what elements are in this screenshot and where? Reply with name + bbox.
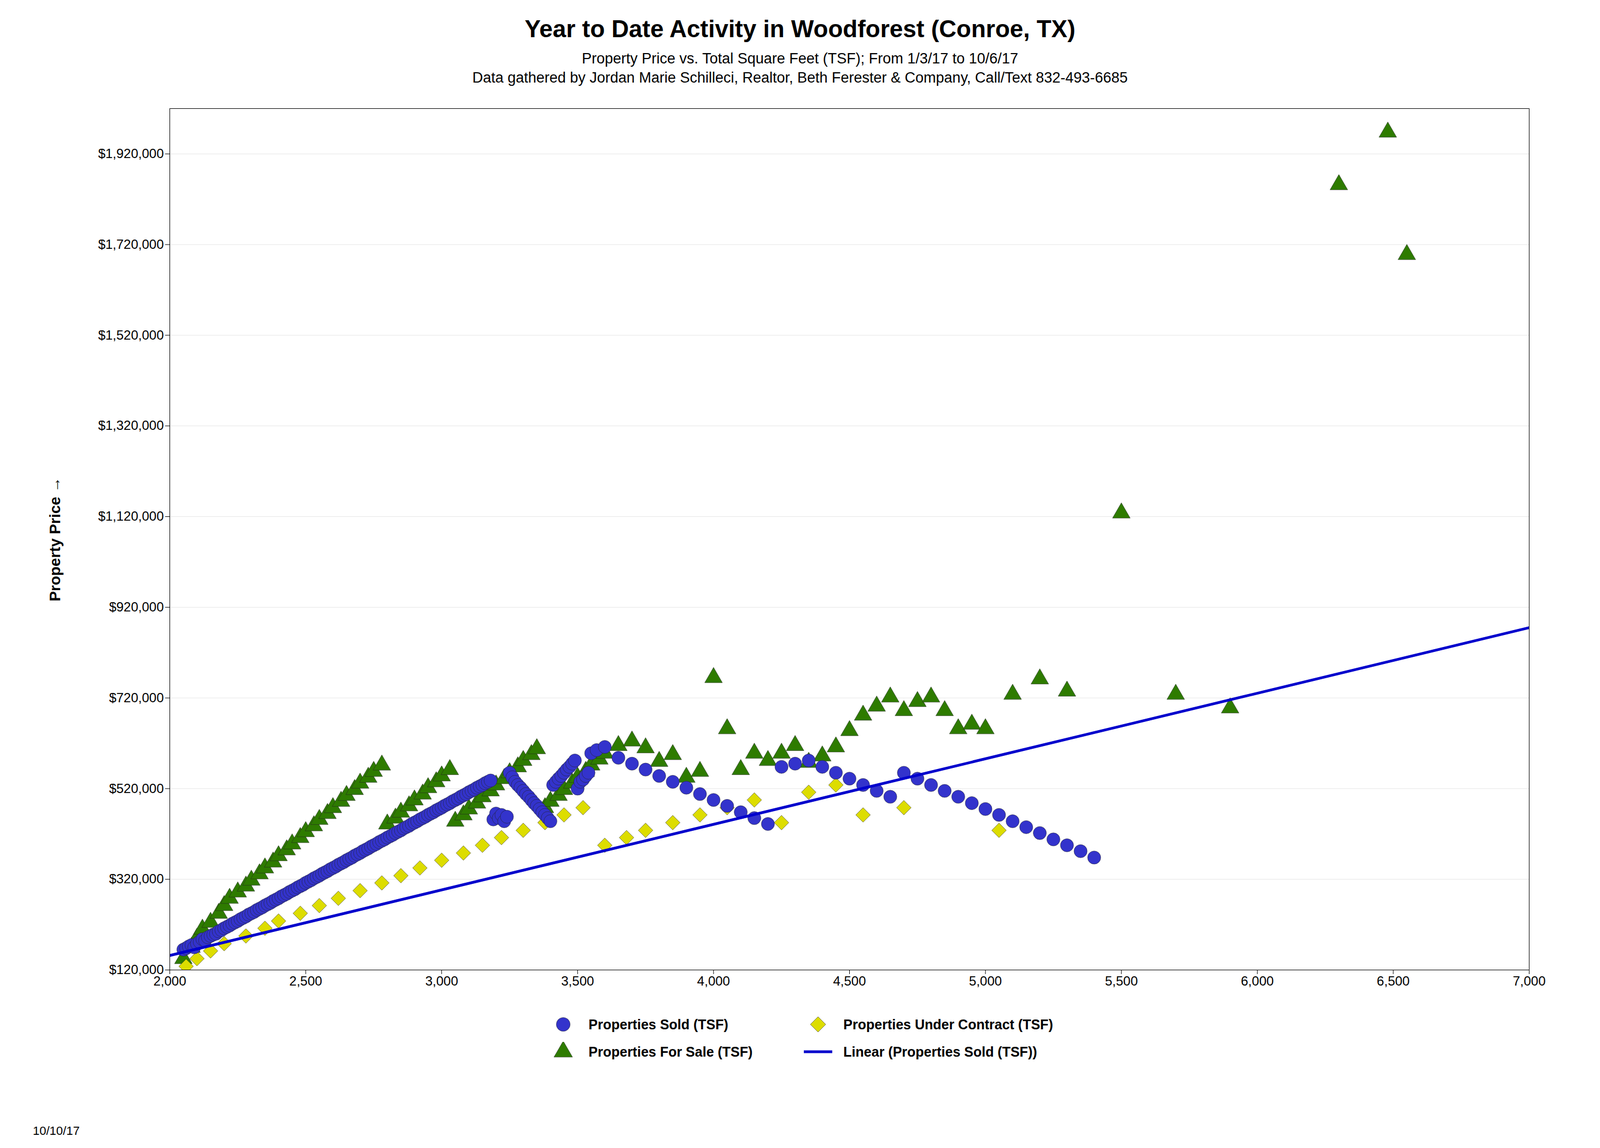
svg-text:5,000: 5,000 (968, 973, 1002, 989)
html-text:Properties For Sale (TSF): Properties For Sale (TSF) (588, 1043, 753, 1059)
html-text:Linear (Properties Sold (TSF)): Linear (Properties Sold (TSF)) (843, 1043, 1038, 1059)
svg-text:$1,920,000: $1,920,000 (97, 146, 164, 161)
html-text:10/10/17: 10/10/17 (32, 1123, 80, 1138)
svg-text:2,500: 2,500 (289, 973, 323, 989)
svg-text:4,500: 4,500 (832, 973, 866, 989)
svg-text:$120,000: $120,000 (109, 961, 164, 977)
svg-text:$720,000: $720,000 (108, 690, 164, 705)
svg-text:Property Price →: Property Price → (46, 476, 64, 601)
svg-text:$320,000: $320,000 (108, 871, 164, 886)
svg-text:$1,720,000: $1,720,000 (97, 236, 164, 252)
html-text:Properties Sold (TSF): Properties Sold (TSF) (588, 1016, 729, 1032)
html-text:Year to Date Activity in Woodf: Year to Date Activity in Woodforest (Con… (524, 15, 1076, 43)
html-text:Property Price vs. Total Squar: Property Price vs. Total Square Feet (TS… (581, 50, 1019, 67)
svg-text:5,500: 5,500 (1105, 973, 1138, 989)
svg-text:$1,320,000: $1,320,000 (97, 417, 164, 433)
svg-text:6,500: 6,500 (1376, 973, 1410, 989)
svg-text:$520,000: $520,000 (108, 780, 164, 796)
svg-text:6,000: 6,000 (1240, 973, 1274, 989)
svg-text:7,000: 7,000 (1512, 973, 1546, 989)
svg-text:3,000: 3,000 (425, 973, 459, 989)
svg-text:3,500: 3,500 (561, 973, 594, 989)
svg-text:2,000: 2,000 (153, 973, 186, 989)
svg-text:$1,520,000: $1,520,000 (97, 327, 164, 343)
html-text:Data gathered by Jordan Marie: Data gathered by Jordan Marie Schilleci,… (472, 69, 1128, 86)
svg-text:$920,000: $920,000 (108, 599, 164, 615)
html-text:Properties Under Contract (TSF: Properties Under Contract (TSF) (843, 1016, 1054, 1032)
svg-text:$1,120,000: $1,120,000 (97, 508, 164, 524)
svg-text:4,000: 4,000 (697, 973, 731, 989)
